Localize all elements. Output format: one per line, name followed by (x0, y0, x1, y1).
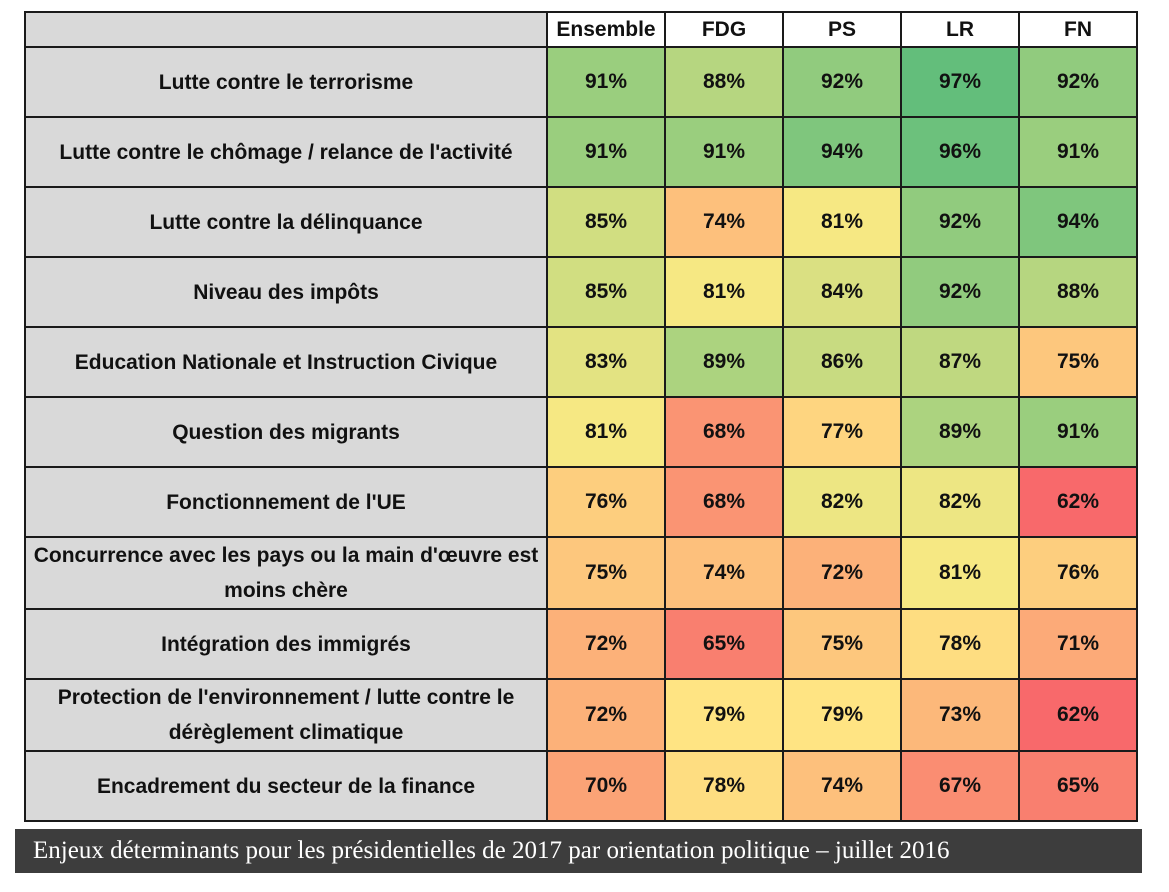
heatmap-cell: 75% (546, 536, 666, 610)
heatmap-cell: 81% (546, 396, 666, 468)
heatmap-cell: 92% (782, 46, 902, 118)
heatmap-cell: 88% (1018, 256, 1138, 328)
heatmap-cell: 72% (782, 536, 902, 610)
table-body: Lutte contre le terrorisme 91% 88% 92% 97% 92… (24, 46, 1138, 822)
heatmap-cell: 65% (1018, 750, 1138, 822)
row-label: Encadrement du secteur de la finance (24, 750, 548, 822)
heatmap-cell: 75% (1018, 326, 1138, 398)
heatmap-cell: 68% (664, 396, 784, 468)
heatmap-cell: 74% (664, 536, 784, 610)
header-row: Ensemble FDG PS LR FN (24, 11, 1138, 48)
heatmap-cell: 73% (900, 678, 1020, 752)
column-header: PS (782, 11, 902, 48)
corner-cell (24, 11, 548, 48)
heatmap-cell: 89% (664, 326, 784, 398)
row-label: Lutte contre le chômage / relance de l'a… (24, 116, 548, 188)
table-row: Lutte contre le chômage / relance de l'a… (24, 116, 1138, 188)
heatmap-table: Ensemble FDG PS LR FN Lutte contre le terror… (24, 11, 1138, 822)
heatmap-cell: 72% (546, 608, 666, 680)
heatmap-cell: 79% (782, 678, 902, 752)
table-row: Intégration des immigrés 72% 65% 75% 78% 71% (24, 608, 1138, 680)
heatmap-cell: 92% (900, 186, 1020, 258)
heatmap-cell: 91% (1018, 396, 1138, 468)
column-header: FN (1018, 11, 1138, 48)
heatmap-cell: 91% (546, 116, 666, 188)
heatmap-cell: 67% (900, 750, 1020, 822)
row-label: Lutte contre la délinquance (24, 186, 548, 258)
column-header: Ensemble (546, 11, 666, 48)
table-row: Lutte contre la délinquance 85% 74% 81% 92% 9… (24, 186, 1138, 258)
heatmap-cell: 92% (1018, 46, 1138, 118)
heatmap-cell: 74% (782, 750, 902, 822)
heatmap-cell: 86% (782, 326, 902, 398)
row-label: Protection de l'environnement / lutte co… (24, 678, 548, 752)
heatmap-cell: 76% (546, 466, 666, 538)
table-row: Concurrence avec les pays ou la main d'œ… (24, 536, 1138, 610)
heatmap-cell: 78% (664, 750, 784, 822)
heatmap-cell: 81% (664, 256, 784, 328)
table-row: Lutte contre le terrorisme 91% 88% 92% 97% 92… (24, 46, 1138, 118)
column-header: LR (900, 11, 1020, 48)
heatmap-cell: 65% (664, 608, 784, 680)
heatmap-cell: 79% (664, 678, 784, 752)
heatmap-cell: 74% (664, 186, 784, 258)
heatmap-cell: 72% (546, 678, 666, 752)
heatmap-cell: 91% (1018, 116, 1138, 188)
heatmap-cell: 70% (546, 750, 666, 822)
heatmap-cell: 97% (900, 46, 1020, 118)
row-label: Concurrence avec les pays ou la main d'œ… (24, 536, 548, 610)
row-label: Lutte contre le terrorisme (24, 46, 548, 118)
heatmap-cell: 77% (782, 396, 902, 468)
heatmap-cell: 89% (900, 396, 1020, 468)
heatmap-cell: 94% (1018, 186, 1138, 258)
heatmap-cell: 62% (1018, 466, 1138, 538)
heatmap-cell: 82% (782, 466, 902, 538)
row-label: Question des migrants (24, 396, 548, 468)
heatmap-cell: 87% (900, 326, 1020, 398)
table-row: Niveau des impôts 85% 81% 84% 92% 88% (24, 256, 1138, 328)
heatmap-cell: 83% (546, 326, 666, 398)
heatmap-cell: 81% (782, 186, 902, 258)
table-row: Protection de l'environnement / lutte co… (24, 678, 1138, 752)
table-row: Question des migrants 81% 68% 77% 89% 91% (24, 396, 1138, 468)
row-label: Education Nationale et Instruction Civiq… (24, 326, 548, 398)
heatmap-cell: 88% (664, 46, 784, 118)
heatmap-cell: 82% (900, 466, 1020, 538)
heatmap-cell: 94% (782, 116, 902, 188)
table-row: Fonctionnement de l'UE 76% 68% 82% 82% 62% (24, 466, 1138, 538)
column-header: FDG (664, 11, 784, 48)
row-label: Intégration des immigrés (24, 608, 548, 680)
heatmap-cell: 81% (900, 536, 1020, 610)
heatmap-cell: 85% (546, 186, 666, 258)
heatmap-cell: 84% (782, 256, 902, 328)
heatmap-cell: 75% (782, 608, 902, 680)
row-label: Niveau des impôts (24, 256, 548, 328)
row-label: Fonctionnement de l'UE (24, 466, 548, 538)
heatmap-cell: 76% (1018, 536, 1138, 610)
heatmap-cell: 78% (900, 608, 1020, 680)
heatmap-cell: 92% (900, 256, 1020, 328)
table-row: Encadrement du secteur de la finance 70% 7… (24, 750, 1138, 822)
heatmap-cell: 91% (546, 46, 666, 118)
figure-caption: Enjeux déterminants pour les présidentie… (15, 829, 1142, 873)
heatmap-cell: 85% (546, 256, 666, 328)
heatmap-cell: 96% (900, 116, 1020, 188)
heatmap-cell: 71% (1018, 608, 1138, 680)
table-row: Education Nationale et Instruction Civiq… (24, 326, 1138, 398)
heatmap-cell: 68% (664, 466, 784, 538)
heatmap-cell: 91% (664, 116, 784, 188)
heatmap-cell: 62% (1018, 678, 1138, 752)
